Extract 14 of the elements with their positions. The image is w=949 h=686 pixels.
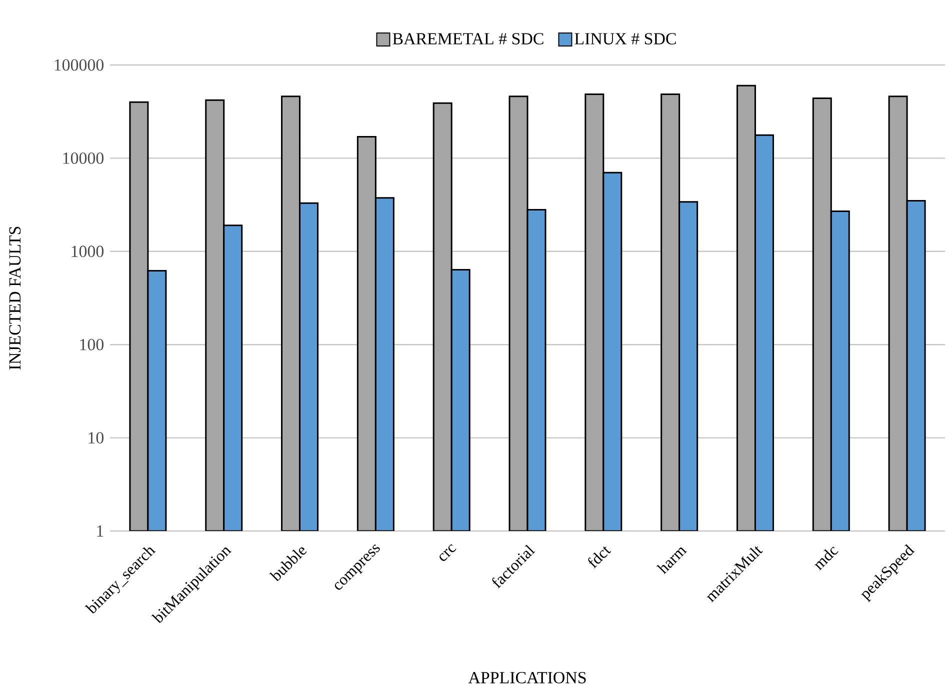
- legend-label: BAREMETAL # SDC: [392, 33, 544, 44]
- x-tick-label: harm: [656, 548, 687, 574]
- legend-label: LINUX # SDC: [574, 33, 676, 44]
- y-axis-title: INJECTED FAULTS: [9, 226, 21, 370]
- y-tick-label: 10: [88, 432, 104, 444]
- y-tick-label: 1000: [72, 246, 104, 258]
- x-tick-label: crc: [440, 544, 456, 561]
- y-tick-label: 100000: [54, 59, 104, 71]
- y-tick-label: 1: [97, 525, 104, 537]
- x-axis-title: APPLICATIONS: [468, 672, 586, 684]
- x-tick-label: fdct: [588, 546, 612, 568]
- x-tick-label: mdc: [814, 546, 838, 570]
- y-tick-label: 10000: [63, 152, 104, 164]
- y-tick-label: 100: [80, 338, 104, 350]
